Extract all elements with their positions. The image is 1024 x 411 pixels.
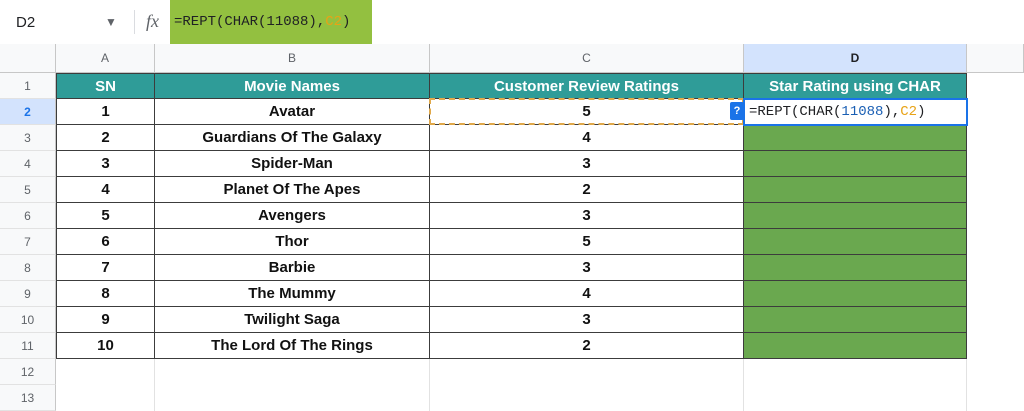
- rating-cell[interactable]: 4: [430, 125, 744, 151]
- editor-text-p3: ),: [883, 104, 901, 120]
- sn-cell[interactable]: 9: [56, 307, 155, 333]
- sn-cell[interactable]: 4: [56, 177, 155, 203]
- column-header-d[interactable]: D: [744, 44, 967, 73]
- rating-cell[interactable]: 3: [430, 151, 744, 177]
- sn-cell[interactable]: 5: [56, 203, 155, 229]
- formula-help-icon[interactable]: ?: [730, 102, 744, 120]
- rating-cell[interactable]: 5: [430, 229, 744, 255]
- formula-input[interactable]: =REPT(CHAR(11088), C2): [170, 0, 372, 44]
- row-header-8[interactable]: 8: [0, 255, 56, 281]
- formula-divider: [134, 10, 135, 34]
- editor-text-p4: C2: [900, 104, 918, 120]
- formula-text-prefix: =REPT(CHAR(11088),: [174, 14, 326, 30]
- row-header-10[interactable]: 10: [0, 307, 56, 333]
- editor-text-p2: 11088: [841, 104, 884, 120]
- table-header-cell[interactable]: SN: [56, 73, 155, 99]
- star-rating-cell[interactable]: [744, 125, 967, 151]
- row-header-9[interactable]: 9: [0, 281, 56, 307]
- rating-cell[interactable]: 3: [430, 203, 744, 229]
- table-header-cell[interactable]: Customer Review Ratings: [430, 73, 744, 99]
- sn-cell[interactable]: 6: [56, 229, 155, 255]
- movie-name-cell[interactable]: Thor: [155, 229, 430, 255]
- formula-text-ref: C2: [325, 14, 343, 30]
- star-rating-cell[interactable]: [744, 281, 967, 307]
- sn-cell[interactable]: 1: [56, 99, 155, 125]
- row-header-5[interactable]: 5: [0, 177, 56, 203]
- star-rating-cell[interactable]: [744, 333, 967, 359]
- sn-cell[interactable]: 2: [56, 125, 155, 151]
- star-rating-cell[interactable]: [744, 229, 967, 255]
- fx-icon: fx: [146, 11, 159, 31]
- movie-name-cell[interactable]: Spider-Man: [155, 151, 430, 177]
- row-header-11[interactable]: 11: [0, 333, 56, 359]
- row-header-13[interactable]: 13: [0, 385, 56, 411]
- row-header-12[interactable]: 12: [0, 359, 56, 385]
- rating-cell[interactable]: 3: [430, 255, 744, 281]
- column-header-c[interactable]: C: [430, 44, 744, 73]
- rating-cell[interactable]: 4: [430, 281, 744, 307]
- rating-cell[interactable]: 2: [430, 333, 744, 359]
- movie-name-cell[interactable]: The Mummy: [155, 281, 430, 307]
- formula-bar: D2 ▼ fx =REPT(CHAR(11088), C2): [0, 0, 1024, 45]
- movie-name-cell[interactable]: Planet Of The Apes: [155, 177, 430, 203]
- rating-cell[interactable]: 3: [430, 307, 744, 333]
- movie-name-cell[interactable]: Twilight Saga: [155, 307, 430, 333]
- movie-name-cell[interactable]: Avengers: [155, 203, 430, 229]
- column-header-a[interactable]: A: [56, 44, 155, 73]
- table-header-cell[interactable]: Movie Names: [155, 73, 430, 99]
- star-rating-cell[interactable]: [744, 255, 967, 281]
- movie-name-cell[interactable]: Avatar: [155, 99, 430, 125]
- active-cell-editor[interactable]: =REPT(CHAR(11088), C2): [743, 98, 968, 126]
- star-rating-cell[interactable]: [744, 177, 967, 203]
- editor-text-p1: =REPT(CHAR(: [749, 104, 842, 120]
- rating-cell[interactable]: 2: [430, 177, 744, 203]
- row-header-7[interactable]: 7: [0, 229, 56, 255]
- name-box[interactable]: D2 ▼: [0, 0, 128, 44]
- rating-cell[interactable]: 5: [430, 99, 744, 125]
- column-header-e[interactable]: [967, 44, 1024, 73]
- row-header-2[interactable]: 2: [0, 99, 56, 125]
- editor-text-p5: ): [917, 104, 926, 120]
- row-header-3[interactable]: 3: [0, 125, 56, 151]
- column-header-b[interactable]: B: [155, 44, 430, 73]
- row-header-4[interactable]: 4: [0, 151, 56, 177]
- sn-cell[interactable]: 8: [56, 281, 155, 307]
- star-rating-cell[interactable]: [744, 151, 967, 177]
- table-header-cell[interactable]: Star Rating using CHAR: [744, 73, 967, 99]
- row-header-6[interactable]: 6: [0, 203, 56, 229]
- movie-name-cell[interactable]: Barbie: [155, 255, 430, 281]
- star-rating-cell[interactable]: [744, 307, 967, 333]
- star-rating-cell[interactable]: [744, 203, 967, 229]
- select-all-corner[interactable]: [0, 44, 56, 73]
- sn-cell[interactable]: 7: [56, 255, 155, 281]
- formula-text-suffix: ): [342, 14, 351, 30]
- chevron-down-icon[interactable]: ▼: [105, 15, 117, 29]
- row-header-1[interactable]: 1: [0, 73, 56, 99]
- sn-cell[interactable]: 3: [56, 151, 155, 177]
- name-box-value: D2: [16, 13, 36, 31]
- movie-name-cell[interactable]: Guardians Of The Galaxy: [155, 125, 430, 151]
- movie-name-cell[interactable]: The Lord Of The Rings: [155, 333, 430, 359]
- sn-cell[interactable]: 10: [56, 333, 155, 359]
